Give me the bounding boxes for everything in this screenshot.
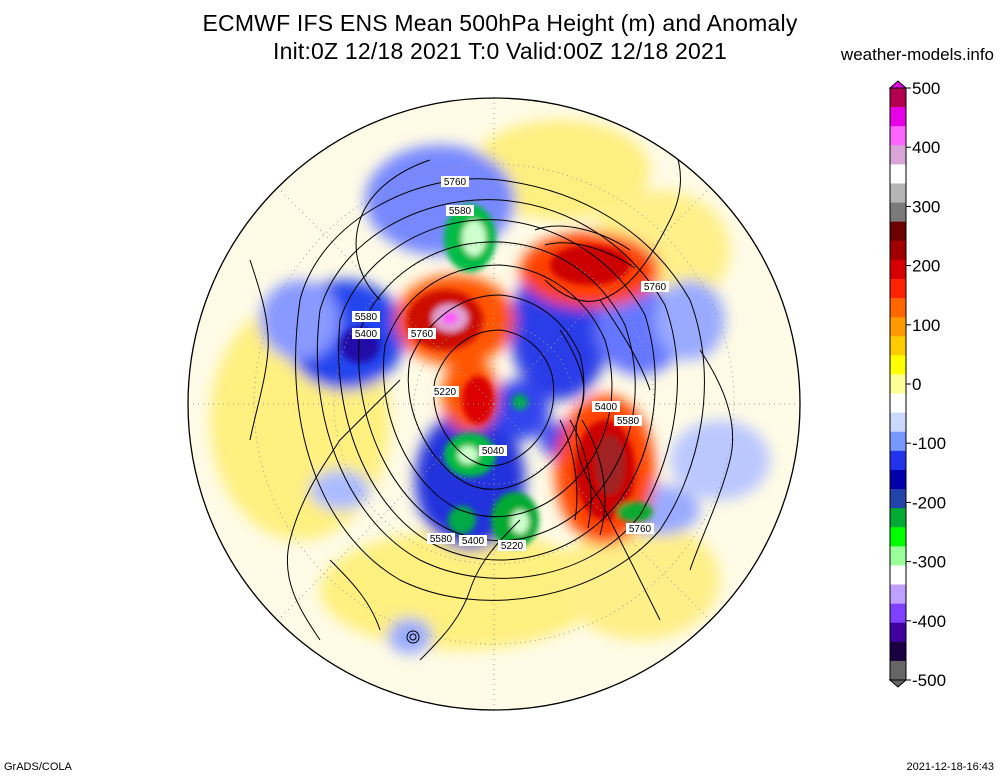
footer-software-credit: GrADS/COLA: [4, 761, 72, 773]
colorbar-swatch: [890, 183, 906, 204]
svg-text:5040: 5040: [482, 446, 505, 457]
colorbar-swatch: [890, 88, 906, 108]
colorbar-swatch: [890, 259, 906, 280]
colorbar-swatch: [890, 527, 906, 547]
colorbar-tick-label: 400: [912, 138, 940, 157]
contour-label: 5220: [498, 540, 526, 552]
map-boundary: [187, 97, 801, 711]
contour-label: 5400: [592, 401, 620, 413]
contour-label: 5580: [446, 205, 474, 217]
height-contours: [295, 178, 705, 601]
chart-title-line-1: ECMWF IFS ENS Mean 500hPa Height (m) and…: [202, 10, 798, 36]
anomaly-cores: [340, 204, 653, 548]
colorbar-swatch: [890, 240, 906, 261]
colorbar-tick-label: 0: [912, 375, 921, 394]
colorbar-swatches: [888, 80, 908, 688]
contour-label: 5580: [614, 415, 642, 427]
svg-text:5400: 5400: [595, 402, 618, 413]
colorbar-swatch: [890, 508, 906, 528]
colorbar-swatch: [890, 412, 906, 433]
colorbar-swatch: [890, 469, 906, 490]
colorbar-tick-label: 100: [912, 316, 940, 335]
colorbar-swatch: [890, 278, 906, 299]
colorbar-swatch: [890, 202, 906, 223]
colorbar-tick-label: -400: [912, 612, 946, 631]
colorbar-swatch: [890, 431, 906, 452]
colorbar-swatch: [890, 145, 906, 165]
colorbar-swatch: [890, 374, 906, 395]
colorbar-swatch: [890, 317, 906, 337]
svg-text:5400: 5400: [355, 329, 378, 340]
colorbar-bottom-arrow: [888, 679, 908, 688]
colorbar: 500 400 300 200 100 0 -100 -200 -300 -400 -500: [888, 80, 946, 690]
colorbar-swatch: [890, 355, 906, 375]
colorbar-swatch: [890, 584, 906, 605]
colorbar-swatch: [890, 641, 906, 662]
colorbar-tick-label: -300: [912, 553, 946, 572]
colorbar-top-arrow: [888, 80, 908, 89]
colorbar-swatch: [890, 565, 906, 586]
colorbar-swatch: [890, 660, 906, 681]
contour-label: 5400: [459, 535, 487, 547]
colorbar-swatch: [890, 546, 906, 566]
svg-text:5220: 5220: [501, 541, 524, 552]
contour-label: 5760: [641, 281, 669, 293]
contour-label: 5040: [479, 445, 507, 457]
colorbar-swatch: [890, 164, 906, 184]
svg-text:5760: 5760: [411, 329, 434, 340]
colorbar-swatch: [890, 603, 906, 624]
svg-text:5400: 5400: [462, 536, 485, 547]
chart-title-line-2: Init:0Z 12/18 2021 T:0 Valid:00Z 12/18 2…: [272, 38, 728, 64]
colorbar-swatch: [890, 107, 906, 127]
colorbar-tick-label: 200: [912, 257, 940, 276]
colorbar-ticks: 500 400 300 200 100 0 -100 -200 -300 -400 -500: [906, 80, 946, 690]
colorbar-tick-label: -100: [912, 434, 946, 453]
colorbar-tick-label: 500: [912, 80, 940, 98]
colorbar-swatch: [890, 126, 906, 146]
colorbar-swatch: [890, 450, 906, 471]
svg-text:5580: 5580: [449, 206, 472, 217]
colorbar-swatch: [890, 393, 906, 414]
map-disk: [188, 98, 800, 710]
svg-text:5760: 5760: [629, 524, 652, 535]
contour-label: 5400: [352, 328, 380, 340]
svg-text:5760: 5760: [644, 282, 667, 293]
svg-text:5580: 5580: [430, 534, 453, 545]
colorbar-tick-label: 300: [912, 197, 940, 216]
contour-labels: 5760 5580 5580 5400 5760 5220 5040 5760 5400 5580…: [352, 176, 669, 552]
svg-text:5760: 5760: [444, 177, 467, 188]
colorbar-swatch: [890, 221, 906, 242]
colorbar-swatch: [890, 336, 906, 356]
footer-timestamp: 2021-12-18-16:43: [906, 761, 994, 773]
contour-label: 5760: [626, 523, 654, 535]
svg-text:5580: 5580: [617, 416, 640, 427]
contour-label: 5760: [408, 328, 436, 340]
site-credit: weather-models.info: [840, 45, 994, 64]
colorbar-swatch: [890, 489, 906, 509]
colorbar-tick-label: -200: [912, 493, 946, 512]
svg-text:5220: 5220: [434, 387, 457, 398]
contour-label: 5760: [441, 176, 469, 188]
svg-text:5580: 5580: [355, 312, 378, 323]
contour-label: 5580: [352, 311, 380, 323]
contour-label: 5580: [427, 533, 455, 545]
contour-label: 5220: [431, 386, 459, 398]
colorbar-swatch: [890, 298, 906, 318]
colorbar-swatch: [890, 622, 906, 643]
colorbar-tick-label: -500: [912, 671, 946, 690]
